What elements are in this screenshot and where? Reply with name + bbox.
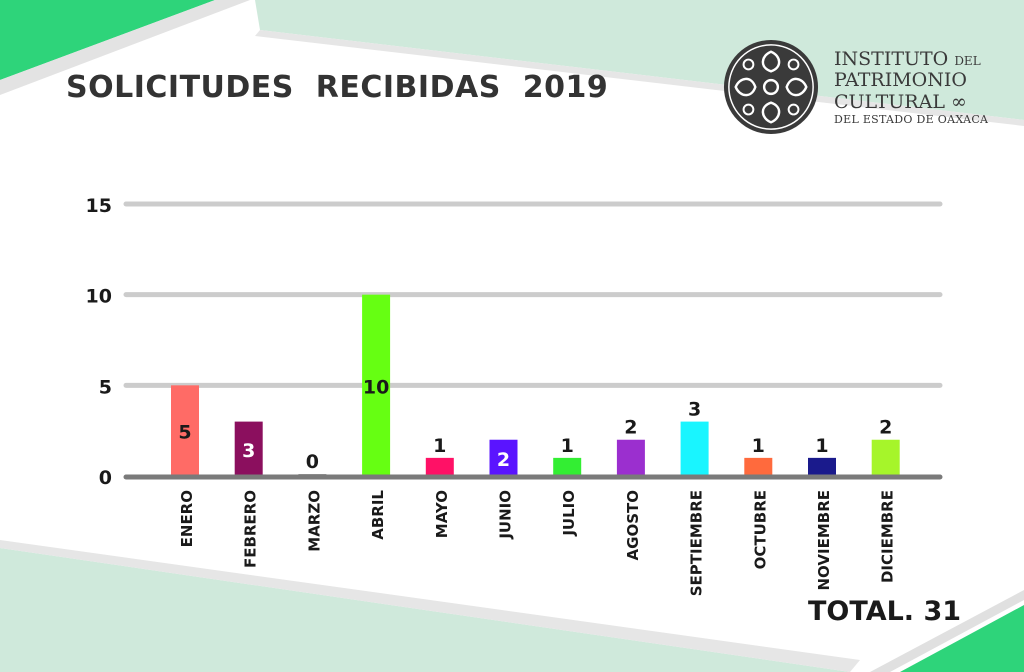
- page-title: SOLICITUDES RECIBIDAS 2019: [66, 70, 609, 105]
- top-left-grey-band: [0, 0, 250, 95]
- y-tick-label: 15: [86, 195, 112, 217]
- data-label-noviembre: 1: [815, 435, 828, 457]
- bar-julio: [553, 457, 582, 476]
- data-label-julio: 1: [561, 435, 574, 457]
- bar-octubre: [744, 457, 773, 476]
- logo-line-1: INSTITUTO DEL: [834, 48, 981, 70]
- x-tick-label-agosto: AGOSTO: [624, 490, 642, 560]
- y-tick-label: 10: [86, 286, 112, 308]
- institute-emblem-icon: [723, 39, 819, 135]
- bottom-right-accent: [900, 605, 1024, 672]
- bar-agosto: [616, 439, 645, 476]
- bar-septiembre: [680, 421, 709, 476]
- x-tick-label-marzo: MARZO: [305, 490, 323, 552]
- data-label-abril: 10: [363, 376, 389, 398]
- bar-noviembre: [808, 457, 836, 476]
- institute-logo: INSTITUTO DEL PATRIMONIO CULTURAL ∞ DEL …: [722, 38, 992, 138]
- bar-diciembre: [871, 439, 900, 476]
- x-tick-label-octubre: OCTUBRE: [751, 490, 769, 569]
- data-label-septiembre: 3: [688, 399, 701, 421]
- infinity-icon: ∞: [951, 91, 967, 113]
- x-tick-label-septiembre: SEPTIEMBRE: [688, 490, 706, 596]
- data-label-enero: 5: [178, 422, 191, 444]
- top-right-band: [255, 0, 1024, 120]
- bar-abril: [362, 294, 391, 476]
- logo-line-3: CULTURAL ∞: [834, 91, 967, 113]
- top-right-grey-band: [255, 30, 1024, 126]
- x-tick-label-abril: ABRIL: [369, 490, 387, 540]
- data-label-diciembre: 2: [879, 417, 892, 439]
- bar-enero: [171, 385, 199, 476]
- bar-mayo: [425, 457, 454, 476]
- x-tick-label-enero: ENERO: [178, 490, 196, 547]
- x-tick-label-noviembre: NOVIEMBRE: [815, 490, 833, 591]
- y-tick-label: 5: [99, 376, 112, 398]
- logo-line-4: DEL ESTADO DE OAXACA: [834, 113, 989, 126]
- x-tick-label-febrero: FEBRERO: [242, 490, 260, 568]
- x-tick-label-mayo: MAYO: [433, 490, 451, 538]
- data-label-octubre: 1: [752, 435, 765, 457]
- logo-line-2: PATRIMONIO: [834, 69, 967, 91]
- x-tick-label-diciembre: DICIEMBRE: [879, 490, 897, 583]
- bottom-left-grey-band: [0, 540, 860, 672]
- y-tick-label: 0: [99, 467, 112, 489]
- bar-febrero: [234, 421, 263, 476]
- x-tick-label-junio: JUNIO: [497, 490, 515, 540]
- data-label-junio: 2: [497, 449, 510, 471]
- bottom-right-grey-band: [870, 590, 1024, 672]
- bar-junio: [489, 439, 518, 476]
- data-label-agosto: 2: [624, 417, 637, 439]
- total-label: TOTAL. 31: [808, 596, 962, 627]
- x-tick-label-julio: JULIO: [560, 490, 578, 537]
- data-label-marzo: 0: [306, 451, 319, 473]
- data-label-mayo: 1: [433, 435, 446, 457]
- data-label-febrero: 3: [242, 440, 255, 462]
